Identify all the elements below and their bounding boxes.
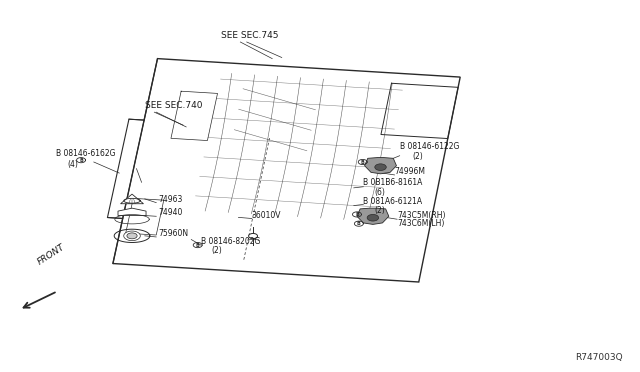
Text: B 081A6-6121A: B 081A6-6121A [364,196,422,206]
Text: R747003Q: R747003Q [575,353,623,362]
Text: B 0B1B6-8161A: B 0B1B6-8161A [364,179,422,187]
Text: B 08146-8202G: B 08146-8202G [201,237,260,246]
Text: (4): (4) [67,160,78,169]
Text: 74996M: 74996M [394,167,426,176]
Text: (2): (2) [212,246,223,256]
Text: B: B [355,212,359,217]
Circle shape [375,164,387,170]
Text: 743C6M(LH): 743C6M(LH) [397,219,444,228]
Circle shape [127,233,137,239]
Text: B: B [79,158,83,163]
Polygon shape [124,231,140,241]
Polygon shape [365,158,396,174]
Text: SEE SEC.745: SEE SEC.745 [221,31,279,40]
Text: B 08146-6122G: B 08146-6122G [399,142,459,151]
Text: (2): (2) [412,152,423,161]
Circle shape [367,214,379,221]
Circle shape [248,234,257,238]
Polygon shape [357,208,389,224]
Text: (6): (6) [374,188,385,197]
Polygon shape [120,194,143,204]
Text: SEE SEC.740: SEE SEC.740 [145,101,202,110]
Text: FRONT: FRONT [36,242,67,266]
Text: B: B [357,221,361,226]
Text: B 08146-6162G: B 08146-6162G [56,149,115,158]
Text: B: B [361,160,365,164]
Text: (2): (2) [374,206,385,215]
Polygon shape [118,208,146,215]
Text: 743C5M(RH): 743C5M(RH) [397,211,445,220]
Text: B: B [196,243,200,248]
Text: 75960N: 75960N [159,230,189,238]
Text: 74940: 74940 [159,208,183,217]
Text: 74963: 74963 [159,195,183,204]
Text: 36010V: 36010V [252,211,282,220]
